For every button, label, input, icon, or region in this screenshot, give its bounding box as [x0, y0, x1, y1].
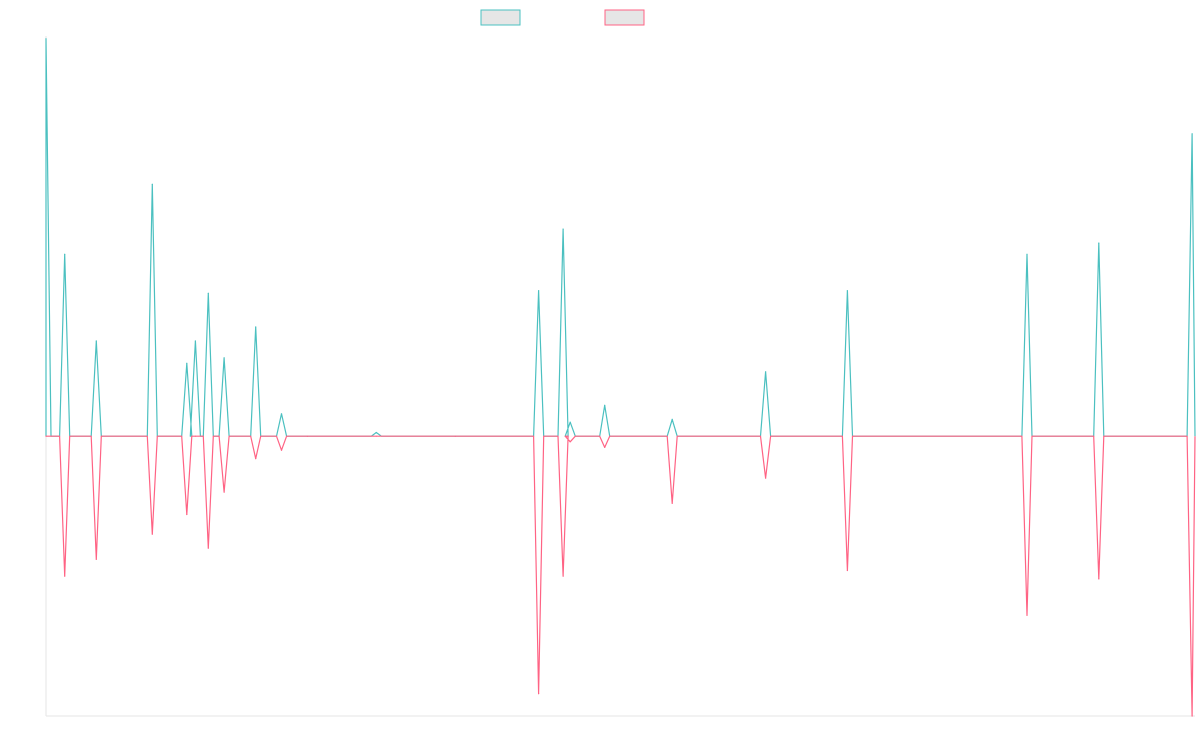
data-point-s2-22[interactable]	[1191, 715, 1193, 717]
data-point-s1-1[interactable]	[64, 253, 66, 255]
data-point-s2-0[interactable]	[45, 435, 47, 437]
data-point-s1-3[interactable]	[151, 183, 153, 185]
data-point-s2-15[interactable]	[569, 441, 571, 443]
data-point-s1-22[interactable]	[1191, 133, 1193, 135]
data-point-s1-0[interactable]	[45, 38, 47, 40]
data-point-s2-1[interactable]	[64, 575, 66, 577]
data-point-s1-20[interactable]	[1026, 253, 1028, 255]
data-point-s1-17[interactable]	[671, 418, 673, 420]
data-point-s1-9[interactable]	[280, 413, 283, 415]
legend-swatch-2[interactable]	[604, 9, 645, 26]
data-point-s2-3[interactable]	[151, 533, 153, 535]
data-point-s2-13[interactable]	[538, 693, 540, 695]
data-point-s1-19[interactable]	[846, 290, 849, 292]
data-point-s1-6[interactable]	[207, 292, 209, 294]
data-point-s1-11[interactable]	[375, 431, 377, 434]
data-point-s2-20[interactable]	[1026, 614, 1028, 616]
data-point-s2-21[interactable]	[1098, 578, 1100, 580]
data-point-s2-16[interactable]	[604, 446, 606, 448]
data-point-s2-10[interactable]	[306, 435, 308, 437]
series-line-1	[45, 38, 1196, 437]
data-point-s2-4[interactable]	[186, 513, 188, 516]
data-point-s1-4[interactable]	[186, 362, 188, 364]
legend-swatch-1[interactable]	[480, 9, 521, 26]
data-point-s1-15[interactable]	[569, 421, 571, 423]
data-point-s2-6[interactable]	[207, 547, 209, 549]
series-line-2	[46, 435, 1196, 717]
data-point-s2-12[interactable]	[454, 435, 456, 437]
data-point-s2-17[interactable]	[671, 502, 673, 504]
data-point-s1-13[interactable]	[538, 290, 540, 292]
data-point-s2-8[interactable]	[255, 458, 257, 460]
data-point-s1-8[interactable]	[255, 326, 257, 328]
data-point-s2-14[interactable]	[562, 575, 564, 577]
data-point-s2-7[interactable]	[223, 491, 225, 493]
data-point-s2-11[interactable]	[375, 435, 377, 437]
data-point-s1-21[interactable]	[1098, 242, 1100, 244]
data-point-s2-19[interactable]	[846, 569, 849, 572]
data-point-s2-9[interactable]	[280, 449, 283, 451]
data-point-s1-2[interactable]	[95, 340, 97, 342]
legend	[480, 9, 645, 26]
data-point-s1-5[interactable]	[194, 340, 196, 342]
data-point-s1-18[interactable]	[765, 371, 767, 373]
data-point-s2-18[interactable]	[765, 477, 767, 479]
series-layer	[45, 38, 1196, 717]
data-point-s1-14[interactable]	[562, 228, 564, 230]
data-point-s2-5[interactable]	[194, 435, 196, 437]
data-point-s1-16[interactable]	[604, 404, 606, 406]
data-point-s2-2[interactable]	[95, 558, 97, 560]
axes	[45, 36, 1195, 717]
data-point-s1-7[interactable]	[223, 357, 225, 359]
